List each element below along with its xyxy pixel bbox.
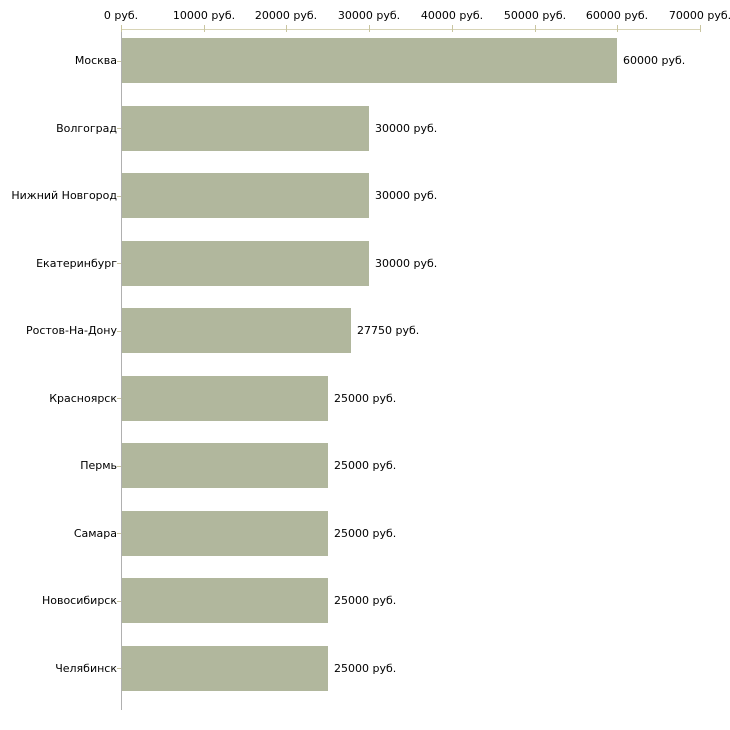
y-axis-row-tick (117, 398, 121, 399)
category-label: Пермь (80, 459, 117, 472)
x-tick (286, 25, 287, 32)
bar (122, 646, 328, 691)
value-label: 25000 руб. (334, 594, 397, 607)
category-label: Самара (73, 527, 117, 540)
category-label: Ростов-На-Дону (25, 324, 117, 337)
x-axis-line (121, 29, 701, 30)
value-label: 25000 руб. (334, 662, 397, 675)
x-tick (617, 25, 618, 32)
category-label: Красноярск (49, 392, 117, 405)
x-tick-label: 50000 руб. (503, 9, 567, 22)
category-label: Челябинск (55, 662, 117, 675)
value-label: 60000 руб. (623, 54, 686, 67)
x-tick (369, 25, 370, 32)
value-label: 30000 руб. (375, 189, 438, 202)
y-axis-row-tick (117, 61, 121, 62)
y-axis-line (121, 29, 122, 710)
x-tick-label: 60000 руб. (585, 9, 649, 22)
bar (122, 173, 369, 218)
bar (122, 578, 328, 623)
y-axis-row-tick (117, 533, 121, 534)
category-label: Волгоград (56, 122, 117, 135)
x-tick-label: 20000 руб. (254, 9, 318, 22)
y-axis-row-tick (117, 466, 121, 467)
y-axis-row-tick (117, 668, 121, 669)
value-label: 25000 руб. (334, 392, 397, 405)
value-label: 30000 руб. (375, 122, 438, 135)
y-axis-row-tick (117, 263, 121, 264)
x-tick (535, 25, 536, 32)
x-tick (121, 25, 122, 32)
x-tick-label: 40000 руб. (420, 9, 484, 22)
value-label: 27750 руб. (357, 324, 420, 337)
x-tick (204, 25, 205, 32)
y-axis-row-tick (117, 601, 121, 602)
bar (122, 38, 617, 83)
bar (122, 376, 328, 421)
value-label: 25000 руб. (334, 527, 397, 540)
y-axis-row-tick (117, 331, 121, 332)
bar (122, 443, 328, 488)
bar (122, 308, 351, 353)
value-label: 30000 руб. (375, 257, 438, 270)
x-tick (700, 25, 701, 32)
category-label: Москва (74, 54, 117, 67)
y-axis-row-tick (117, 128, 121, 129)
y-axis-row-tick (117, 196, 121, 197)
category-label: Новосибирск (41, 594, 117, 607)
value-label: 25000 руб. (334, 459, 397, 472)
category-label: Нижний Новгород (11, 189, 117, 202)
bar (122, 106, 369, 151)
x-tick (452, 25, 453, 32)
category-label: Екатеринбург (36, 257, 117, 270)
bar (122, 511, 328, 556)
bar (122, 241, 369, 286)
x-tick-label: 10000 руб. (172, 9, 236, 22)
x-tick-label: 70000 руб. (668, 9, 730, 22)
x-tick-label: 30000 руб. (337, 9, 401, 22)
x-tick-label: 0 руб. (103, 9, 139, 22)
